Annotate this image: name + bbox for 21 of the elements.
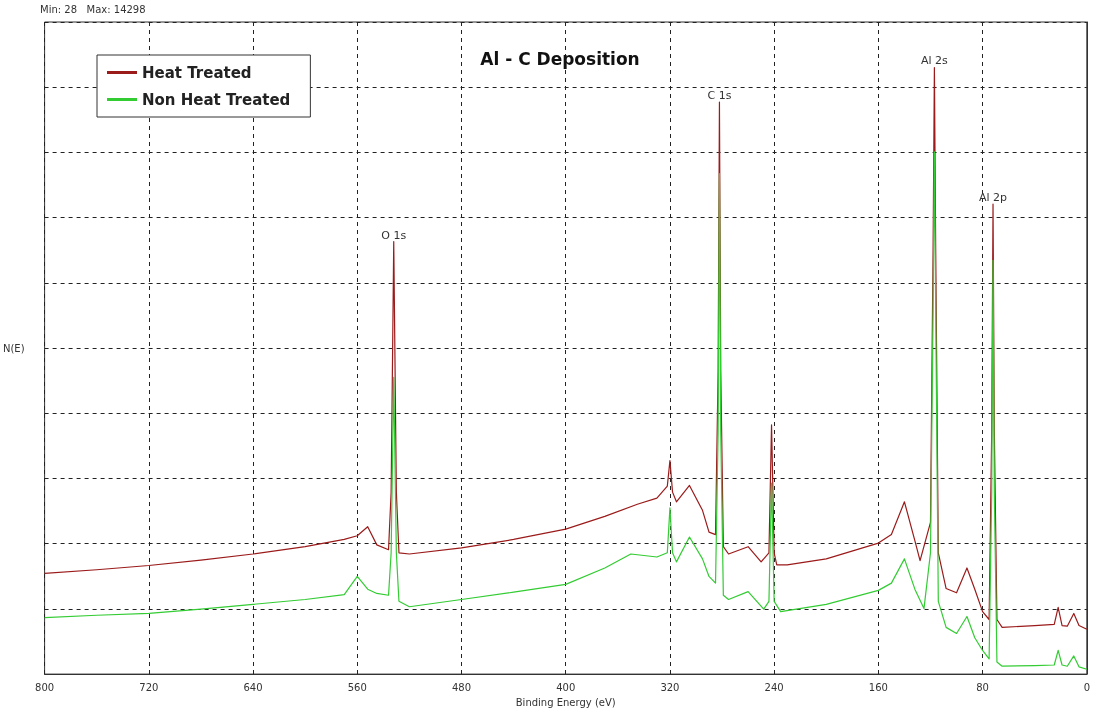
y-axis-title: N(E) [2, 342, 25, 354]
x-tick-label: 400 [556, 681, 576, 693]
x-tick-label: 720 [139, 681, 159, 693]
x-tick-label: 560 [347, 681, 367, 693]
annotation: Al 2p [978, 190, 1008, 204]
x-tick-label: 800 [35, 681, 55, 693]
x-tick-label: 480 [451, 681, 472, 693]
annotation: Al 2s [920, 54, 949, 68]
x-tick-label: 640 [243, 681, 263, 693]
x-tick-label: 80 [976, 681, 989, 693]
text: Min: 28 Max: 14298 [40, 3, 146, 15]
legend-label: Heat Treated [142, 63, 252, 82]
chart-title: Al - C Deposition [480, 48, 640, 69]
x-axis-title: Binding Energy (eV) [515, 696, 616, 708]
x-tick-label: 240 [764, 681, 784, 693]
annotation: O 1s [381, 228, 407, 242]
x-tick-label: 320 [660, 681, 680, 693]
x-tick-label: 160 [868, 681, 888, 693]
annotation: C 1s [707, 89, 732, 103]
legend-label: Non Heat Treated [142, 90, 291, 109]
x-tick-label: 0 [1083, 681, 1091, 693]
